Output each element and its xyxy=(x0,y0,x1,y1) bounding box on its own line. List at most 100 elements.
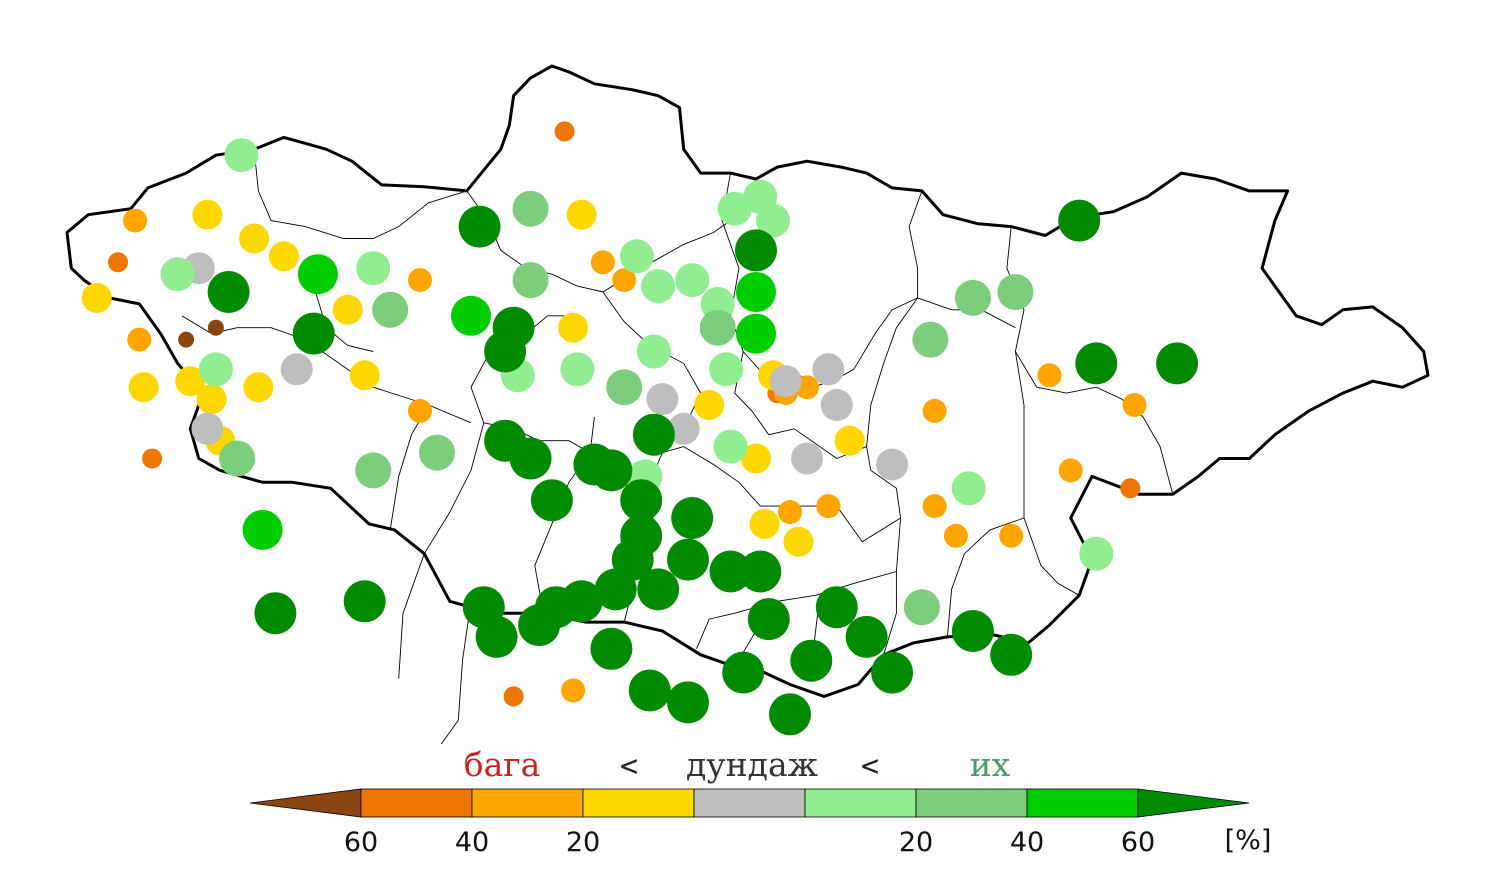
station-marker-96 xyxy=(834,425,865,456)
station-marker-25 xyxy=(332,294,363,325)
station-marker-70 xyxy=(671,497,714,539)
province-border-19 xyxy=(946,517,1025,637)
station-marker-87 xyxy=(741,443,771,474)
station-marker-36 xyxy=(458,205,501,248)
station-marker-24 xyxy=(292,312,335,355)
station-marker-41 xyxy=(484,330,527,373)
tick-high-40: 40 xyxy=(1010,827,1044,858)
station-marker-33 xyxy=(254,592,297,635)
station-marker-8 xyxy=(81,282,112,313)
colorbar-segment-g xyxy=(693,788,806,818)
station-marker-61 xyxy=(636,334,671,369)
station-marker-133 xyxy=(845,615,888,658)
station-marker-110 xyxy=(594,568,637,611)
station-marker-101 xyxy=(783,526,814,557)
station-marker-58 xyxy=(619,239,654,274)
station-marker-83 xyxy=(736,313,776,354)
station-marker-59 xyxy=(641,269,676,304)
station-marker-132 xyxy=(871,651,914,694)
tick-low-40: 40 xyxy=(455,827,489,858)
station-marker-97 xyxy=(876,448,909,481)
station-marker-28 xyxy=(349,360,380,391)
legend-less-than-1: < xyxy=(620,749,638,784)
station-marker-105 xyxy=(667,681,709,724)
station-marker-131 xyxy=(990,633,1033,676)
station-marker-18 xyxy=(191,412,224,445)
station-marker-1 xyxy=(123,208,148,233)
station-marker-13 xyxy=(207,319,224,336)
station-marker-27 xyxy=(372,291,409,328)
station-marker-76 xyxy=(699,309,736,346)
station-marker-57 xyxy=(612,268,637,293)
station-markers xyxy=(81,121,1199,736)
colorbar-segment-b xyxy=(249,788,362,818)
station-marker-21 xyxy=(219,440,256,477)
province-border-2 xyxy=(313,285,374,352)
tick-low-60: 60 xyxy=(344,827,378,858)
station-marker-99 xyxy=(778,500,802,525)
station-marker-12 xyxy=(178,331,195,348)
station-marker-103 xyxy=(790,639,833,682)
station-marker-3 xyxy=(192,199,223,230)
station-marker-22 xyxy=(243,372,274,403)
station-marker-117 xyxy=(999,523,1024,548)
legend-mid-label: дундаж xyxy=(686,745,818,784)
station-marker-26 xyxy=(356,251,391,286)
station-marker-60 xyxy=(675,263,710,298)
station-marker-85 xyxy=(713,429,748,464)
station-marker-104 xyxy=(722,651,765,694)
station-marker-4 xyxy=(239,223,270,254)
legend-high-label: их xyxy=(970,745,1011,784)
station-marker-10 xyxy=(297,254,338,295)
province-border-8 xyxy=(466,190,731,293)
station-marker-118 xyxy=(912,321,949,358)
station-marker-114 xyxy=(922,398,947,423)
station-marker-127 xyxy=(1079,536,1114,571)
station-marker-62 xyxy=(606,369,643,406)
station-marker-29 xyxy=(408,398,432,423)
station-marker-37 xyxy=(512,190,549,227)
station-marker-9 xyxy=(207,271,250,313)
station-marker-63 xyxy=(646,383,679,416)
station-marker-71 xyxy=(667,538,709,581)
station-marker-115 xyxy=(951,471,986,506)
colorbar-segment-m xyxy=(915,788,1028,818)
legend-low-label: бага xyxy=(464,745,541,784)
station-marker-102 xyxy=(747,598,790,641)
station-marker-5 xyxy=(268,241,299,272)
station-marker-2 xyxy=(108,252,128,273)
station-marker-106 xyxy=(628,669,671,712)
station-marker-55 xyxy=(558,312,589,343)
tick-low-20: 20 xyxy=(566,827,600,858)
colorbar xyxy=(249,788,1250,818)
station-marker-120 xyxy=(997,274,1034,310)
colorbar-segment-y xyxy=(582,788,695,818)
station-marker-125 xyxy=(1122,393,1147,417)
province-border-12 xyxy=(836,505,901,543)
station-marker-93 xyxy=(769,365,802,398)
station-marker-109 xyxy=(769,693,811,736)
station-marker-30 xyxy=(419,434,455,471)
colorbar-segment-n xyxy=(1026,788,1139,818)
colorbar-segment-r xyxy=(360,788,473,818)
station-marker-52 xyxy=(554,121,575,142)
station-marker-112 xyxy=(561,678,586,703)
province-border-22 xyxy=(734,351,867,460)
station-marker-11 xyxy=(127,327,152,352)
station-marker-51 xyxy=(590,627,633,670)
station-marker-20 xyxy=(142,448,163,469)
station-marker-98 xyxy=(816,494,841,519)
province-border-20 xyxy=(440,601,472,745)
station-marker-72 xyxy=(709,550,752,593)
province-border-21 xyxy=(398,553,425,679)
station-marker-121 xyxy=(1058,199,1101,242)
station-marker-94 xyxy=(791,442,823,475)
station-marker-17 xyxy=(196,384,227,415)
station-marker-119 xyxy=(954,279,991,316)
station-marker-124 xyxy=(1037,363,1062,388)
station-marker-84 xyxy=(709,352,744,387)
station-marker-78 xyxy=(717,191,752,226)
station-marker-123 xyxy=(1058,458,1083,483)
colorbar-segment-d xyxy=(1137,788,1250,818)
